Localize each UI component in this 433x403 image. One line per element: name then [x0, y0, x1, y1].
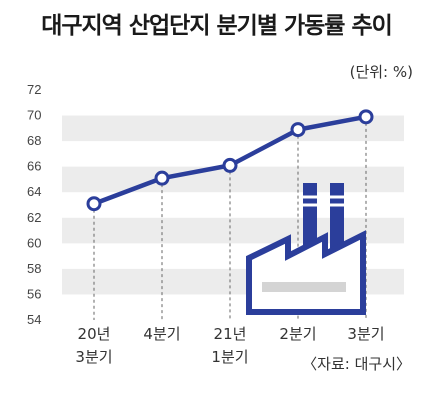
y-tick-label: 56	[27, 286, 41, 301]
factory-window	[262, 282, 346, 292]
factory-chimney	[330, 183, 344, 261]
x-category-label: 3분기	[347, 325, 384, 343]
x-category-label: 21년	[214, 325, 247, 343]
data-point	[290, 122, 306, 138]
x-category-label: 4분기	[143, 325, 180, 343]
y-tick-label: 72	[27, 82, 41, 97]
y-tick-label: 60	[27, 235, 41, 250]
data-points	[86, 109, 374, 212]
x-category-label: 1분기	[211, 348, 248, 366]
data-point	[222, 157, 238, 173]
data-point	[154, 170, 170, 186]
y-tick-label: 70	[27, 108, 41, 123]
y-tick-label: 54	[27, 312, 41, 327]
x-category-label: 2분기	[279, 325, 316, 343]
data-point	[358, 109, 374, 125]
chart-title: 대구지역 산업단지 분기별 가동률 추이	[41, 13, 393, 39]
y-tick-label: 68	[27, 133, 41, 148]
y-axis-ticks: 54 56 58 60 62 64 66 68 70 72	[27, 82, 41, 327]
source-label: 〈자료: 대구시〉	[302, 355, 411, 373]
y-tick-label: 66	[27, 159, 41, 174]
y-tick-label: 58	[27, 261, 41, 276]
data-point	[86, 196, 102, 212]
grid-band	[62, 217, 404, 244]
factory-icon	[246, 183, 366, 315]
x-axis-categories: 20년 3분기 4분기 21년 1분기 2분기 3분기	[75, 325, 384, 366]
x-category-label: 20년	[78, 325, 111, 343]
grid-bands	[62, 115, 404, 295]
unit-label: (단위: %)	[349, 63, 413, 81]
x-category-label: 3분기	[75, 348, 112, 366]
factory-building	[246, 230, 366, 315]
y-tick-label: 62	[27, 210, 41, 225]
y-tick-label: 64	[27, 184, 41, 199]
